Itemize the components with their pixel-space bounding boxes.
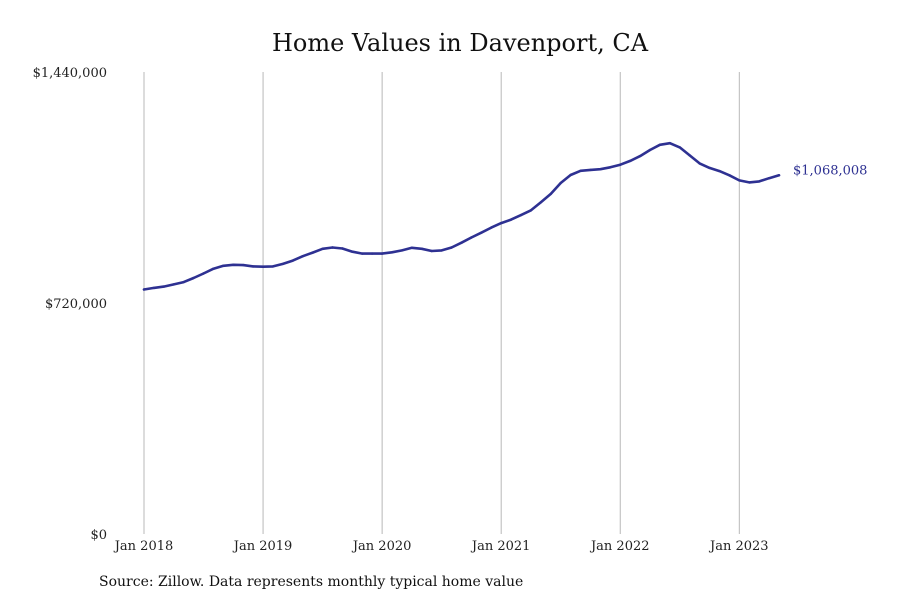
x-tick-label: Jan 2022 — [589, 539, 650, 554]
data-point-2022-04 — [648, 148, 652, 152]
last-value-label: $1,068,008 — [793, 163, 867, 178]
data-point-2019-10 — [351, 250, 354, 253]
data-point-2022-10 — [708, 166, 711, 170]
data-point-2018-01 — [142, 288, 146, 291]
data-point-2020-03 — [400, 249, 404, 252]
data-point-2019-08 — [331, 246, 334, 249]
data-point-2020-02 — [390, 251, 394, 254]
chart-title: Home Values in Davenport, CA — [272, 29, 649, 57]
x-tick-label: Jan 2019 — [232, 539, 293, 554]
data-point-2022-12 — [728, 174, 731, 177]
data-point-2019-05 — [301, 255, 304, 258]
series-layer: $1,068,008 — [142, 141, 867, 291]
data-point-2022-03 — [638, 154, 642, 158]
data-point-2020-06 — [430, 249, 433, 253]
data-point-2020-05 — [420, 247, 423, 250]
data-point-2022-06 — [668, 142, 672, 145]
data-point-2020-01 — [380, 252, 384, 255]
data-point-2018-04 — [172, 283, 175, 286]
data-point-2018-11 — [242, 263, 245, 267]
data-point-2021-10 — [589, 168, 592, 172]
data-point-2018-05 — [182, 280, 185, 284]
gridlines — [143, 72, 740, 534]
data-point-2020-07 — [440, 249, 443, 252]
data-point-2021-06 — [549, 192, 552, 196]
data-point-2019-02 — [271, 265, 275, 268]
data-point-2023-02 — [748, 181, 751, 184]
series-line-0 — [142, 141, 781, 291]
data-point-2023-03 — [758, 180, 761, 183]
data-point-2022-01 — [619, 163, 622, 166]
data-point-2019-11 — [361, 252, 364, 255]
data-point-2018-08 — [212, 267, 215, 270]
data-point-2018-10 — [232, 263, 235, 266]
data-point-2019-07 — [321, 247, 324, 250]
data-point-2021-08 — [569, 173, 572, 177]
x-axis-labels: Jan 2018 Jan 2019 Jan 2020 Jan 2021 Jan 2022… — [113, 539, 769, 554]
data-point-2020-09 — [460, 241, 463, 244]
data-point-2021-04 — [529, 209, 533, 212]
x-tick-label: Jan 2020 — [351, 539, 412, 554]
data-point-2022-02 — [629, 159, 632, 163]
data-point-2022-07 — [678, 146, 681, 149]
data-point-2018-06 — [192, 276, 195, 280]
data-point-2021-03 — [519, 213, 523, 217]
data-point-2023-05 — [777, 174, 781, 177]
data-point-2022-09 — [698, 162, 701, 165]
data-point-2022-05 — [658, 143, 662, 146]
data-point-2020-08 — [450, 246, 453, 249]
data-point-2020-11 — [480, 231, 483, 234]
data-point-2020-04 — [410, 246, 414, 249]
data-point-2021-09 — [579, 169, 582, 172]
data-point-2020-12 — [490, 226, 493, 229]
data-point-2019-01 — [261, 265, 265, 268]
data-point-2021-07 — [559, 181, 562, 185]
data-point-2018-12 — [251, 265, 255, 268]
data-point-2019-04 — [291, 259, 294, 262]
data-point-2022-08 — [688, 154, 691, 157]
data-point-2020-10 — [470, 236, 473, 239]
source-note: Source: Zillow. Data represents monthly … — [99, 574, 523, 590]
data-point-2023-01 — [738, 179, 741, 182]
data-point-2021-01 — [500, 221, 503, 225]
x-tick-label: Jan 2023 — [708, 539, 769, 554]
y-tick-label: $1,440,000 — [33, 66, 107, 81]
y-axis-labels: $0 $720,000 $1,440,000 — [33, 66, 107, 543]
data-point-2018-02 — [152, 286, 156, 290]
data-point-2019-06 — [311, 251, 314, 254]
y-tick-label: $720,000 — [45, 297, 107, 312]
data-point-2021-05 — [539, 201, 543, 204]
data-point-2022-11 — [718, 169, 721, 173]
data-point-2018-03 — [162, 285, 165, 288]
data-point-2018-07 — [202, 272, 205, 275]
data-point-2023-04 — [767, 177, 771, 180]
data-point-2021-11 — [599, 168, 602, 171]
data-point-2019-12 — [371, 252, 374, 255]
data-point-2021-12 — [609, 166, 612, 169]
data-point-2019-03 — [281, 262, 285, 266]
data-point-2018-09 — [222, 264, 225, 267]
x-tick-label: Jan 2018 — [113, 539, 174, 554]
y-tick-label: $0 — [90, 528, 107, 543]
data-point-2019-09 — [341, 247, 344, 250]
data-point-2021-02 — [509, 218, 513, 221]
x-tick-label: Jan 2021 — [470, 539, 531, 554]
